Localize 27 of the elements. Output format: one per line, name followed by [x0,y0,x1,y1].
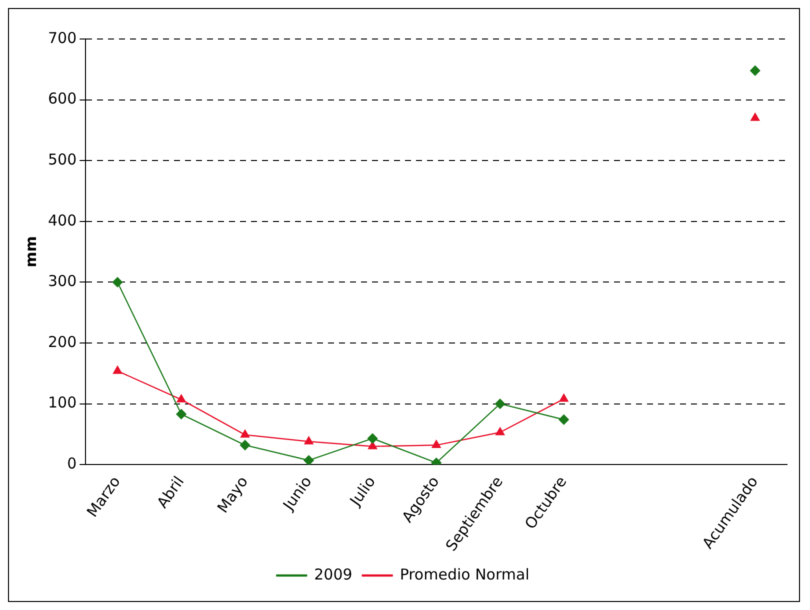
legend-label: 2009 [314,565,352,584]
point [240,430,250,438]
y-tick-label: 600 [48,90,77,108]
point [240,440,250,450]
point [559,394,568,402]
y-tick-label: 200 [48,332,77,351]
y-tick-label: 0 [67,454,77,473]
y-tick-label: 700 [48,28,77,47]
y-tick-label: 400 [48,211,77,230]
point [750,112,760,121]
point [367,433,378,444]
point [432,440,441,448]
point [176,409,186,420]
legend-label: Promedio Normal [400,565,530,584]
y-axis-title: mm [22,236,40,268]
point [176,394,186,402]
point [113,366,122,374]
point [494,398,506,409]
point [558,414,569,425]
point [304,436,314,444]
y-tick-label: 100 [48,394,77,412]
point [304,455,314,465]
y-tick-label: 500 [48,150,77,168]
point [496,427,505,436]
y-tick-label: 300 [48,272,77,290]
point [750,66,760,76]
point [112,277,123,288]
